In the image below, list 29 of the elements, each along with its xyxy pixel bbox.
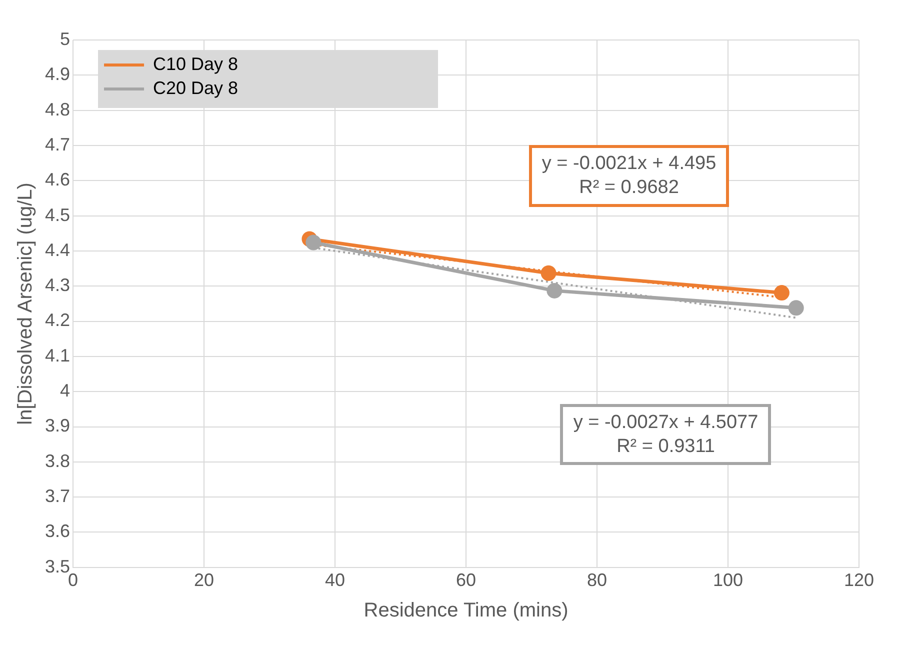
x-tick-label: 80	[586, 570, 608, 590]
y-tick-label: 4.5	[44, 204, 70, 225]
y-tick-label: 4.2	[44, 310, 70, 330]
y-tick-label: 3.5	[44, 556, 70, 576]
y-tick-label: 4.6	[44, 170, 70, 190]
y-tick-label: 4.4	[44, 240, 70, 260]
x-tick-label: 120	[844, 570, 874, 590]
x-tick-label: 20	[194, 570, 214, 590]
y-axis-title: ln[Dissolved Arsenic] (ug/L)	[14, 182, 37, 425]
x-tick-label: 40	[325, 570, 346, 590]
y-tick-label: 5	[60, 28, 70, 49]
annotation: y = -0.0027x + 4.5077 R² = 0.9311	[560, 404, 772, 466]
legend-label: C10 Day 8	[153, 54, 238, 74]
legend-label: C20 Day 8	[153, 78, 238, 98]
x-tick-label: 0	[68, 570, 78, 590]
x-tick-label: 100	[712, 570, 744, 590]
annotation: y = -0.0021x + 4.495 R² = 0.9682	[528, 145, 730, 207]
y-tick-label: 4.3	[44, 275, 70, 296]
y-tick-label: 3.6	[44, 521, 70, 542]
y-tick-label: 4.9	[44, 64, 70, 84]
y-tick-label: 3.7	[44, 486, 70, 506]
y-tick-label: 4.8	[44, 99, 70, 120]
y-tick-label: 4.1	[44, 345, 70, 366]
y-tick-label: 4.7	[44, 134, 70, 154]
y-tick-label: 3.8	[44, 450, 70, 471]
y-tick-label: 3.9	[44, 416, 70, 436]
x-axis-title: Residence Time (mins)	[364, 600, 568, 622]
x-tick-label: 60	[456, 570, 476, 590]
y-tick-label: 4	[60, 380, 70, 401]
